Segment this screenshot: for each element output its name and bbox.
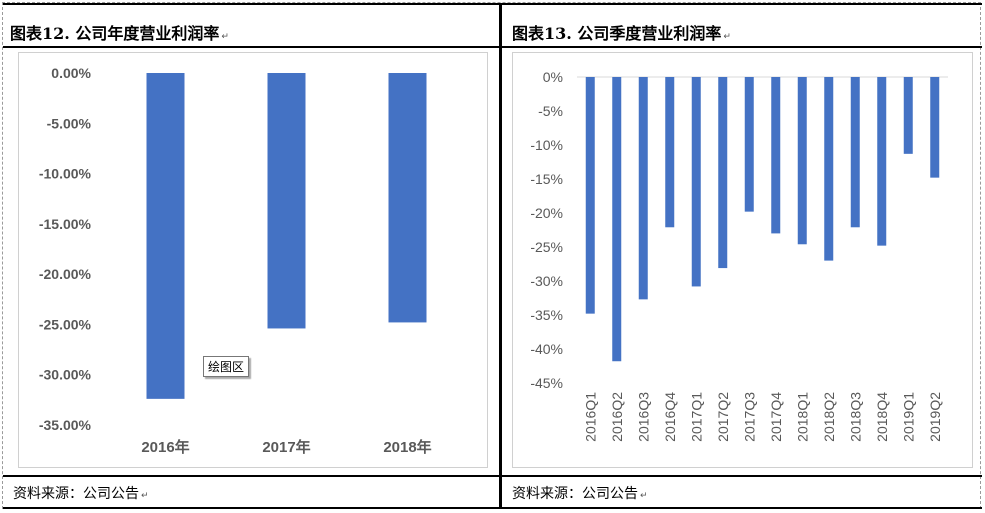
bar bbox=[665, 77, 675, 228]
panel-divider bbox=[499, 3, 502, 509]
bar bbox=[903, 77, 913, 154]
y-tick-label: -35% bbox=[530, 307, 563, 323]
y-tick-label: -35.00% bbox=[39, 417, 92, 433]
x-tick-label: 2016年 bbox=[141, 438, 189, 456]
bar bbox=[146, 73, 185, 399]
bar bbox=[797, 77, 807, 245]
left-source-note: 资料来源：公司公告 ↵ bbox=[13, 486, 149, 502]
y-tick-label: -20% bbox=[530, 205, 563, 221]
bar bbox=[930, 77, 940, 178]
title-rule bbox=[3, 46, 982, 48]
x-tick-label: 2016Q2 bbox=[609, 392, 625, 442]
top-rule bbox=[3, 3, 982, 5]
bar bbox=[267, 73, 306, 329]
bar bbox=[744, 77, 754, 212]
bar bbox=[585, 77, 595, 314]
bar bbox=[638, 77, 648, 300]
x-tick-label: 2017Q2 bbox=[715, 392, 731, 442]
x-tick-label: 2019Q2 bbox=[927, 392, 943, 442]
y-tick-label: -5% bbox=[538, 103, 563, 119]
x-tick-label: 2017Q1 bbox=[688, 392, 704, 442]
right-chart-title: 图表13. 公司季度营业利润率 ↵ bbox=[512, 24, 731, 43]
y-tick-label: -15.00% bbox=[39, 216, 92, 232]
source-rule bbox=[3, 475, 982, 477]
x-tick-label: 2018Q3 bbox=[847, 392, 863, 442]
y-tick-label: -40% bbox=[530, 341, 563, 357]
x-tick-label: 2018年 bbox=[383, 438, 431, 456]
y-tick-label: -15% bbox=[530, 171, 563, 187]
y-tick-label: -30% bbox=[530, 273, 563, 289]
x-tick-label: 2018Q1 bbox=[794, 392, 810, 442]
left-chart: 0.00% -5.00% -10.00% -15.00% -20.00% -25.00% -… bbox=[39, 65, 432, 456]
x-tick-label: 2017Q4 bbox=[768, 392, 784, 442]
bar bbox=[877, 77, 887, 246]
bar bbox=[612, 77, 622, 362]
bar bbox=[388, 73, 427, 323]
left-chart-title: 图表12. 公司年度营业利润率 ↵ bbox=[10, 24, 229, 43]
right-chart: 0% -5% -10% -15% -20% -25% -30% -35% -40% -45% 201… bbox=[530, 69, 948, 442]
x-tick-label: 2016Q4 bbox=[662, 392, 678, 442]
x-tick-label: 2016Q3 bbox=[635, 392, 651, 442]
x-tick-label: 2016Q1 bbox=[582, 392, 598, 442]
y-tick-label: -45% bbox=[530, 375, 563, 391]
x-tick-label: 2019Q1 bbox=[900, 392, 916, 442]
y-tick-label: -10.00% bbox=[39, 166, 92, 182]
bottom-rule bbox=[3, 507, 982, 509]
y-tick-label: -5.00% bbox=[47, 115, 92, 131]
y-tick-label: -25% bbox=[530, 239, 563, 255]
y-tick-label: -10% bbox=[530, 137, 563, 153]
y-tick-label: -20.00% bbox=[39, 266, 92, 282]
y-tick-label: 0% bbox=[543, 69, 563, 85]
y-tick-label: 0.00% bbox=[51, 65, 91, 81]
x-tick-label: 2018Q4 bbox=[874, 392, 890, 442]
bar bbox=[850, 77, 860, 228]
y-tick-label: -30.00% bbox=[39, 367, 92, 383]
bar bbox=[718, 77, 728, 269]
right-source-note: 资料来源：公司公告 ↵ bbox=[512, 486, 648, 502]
y-tick-label: -25.00% bbox=[39, 316, 92, 332]
bar bbox=[824, 77, 834, 261]
plot-area-tooltip: 绘图区 bbox=[203, 356, 250, 377]
x-tick-label: 2017年 bbox=[262, 438, 310, 456]
bar bbox=[691, 77, 701, 287]
bar bbox=[771, 77, 781, 234]
x-tick-label: 2018Q2 bbox=[821, 392, 837, 442]
x-tick-label: 2017Q3 bbox=[741, 392, 757, 442]
